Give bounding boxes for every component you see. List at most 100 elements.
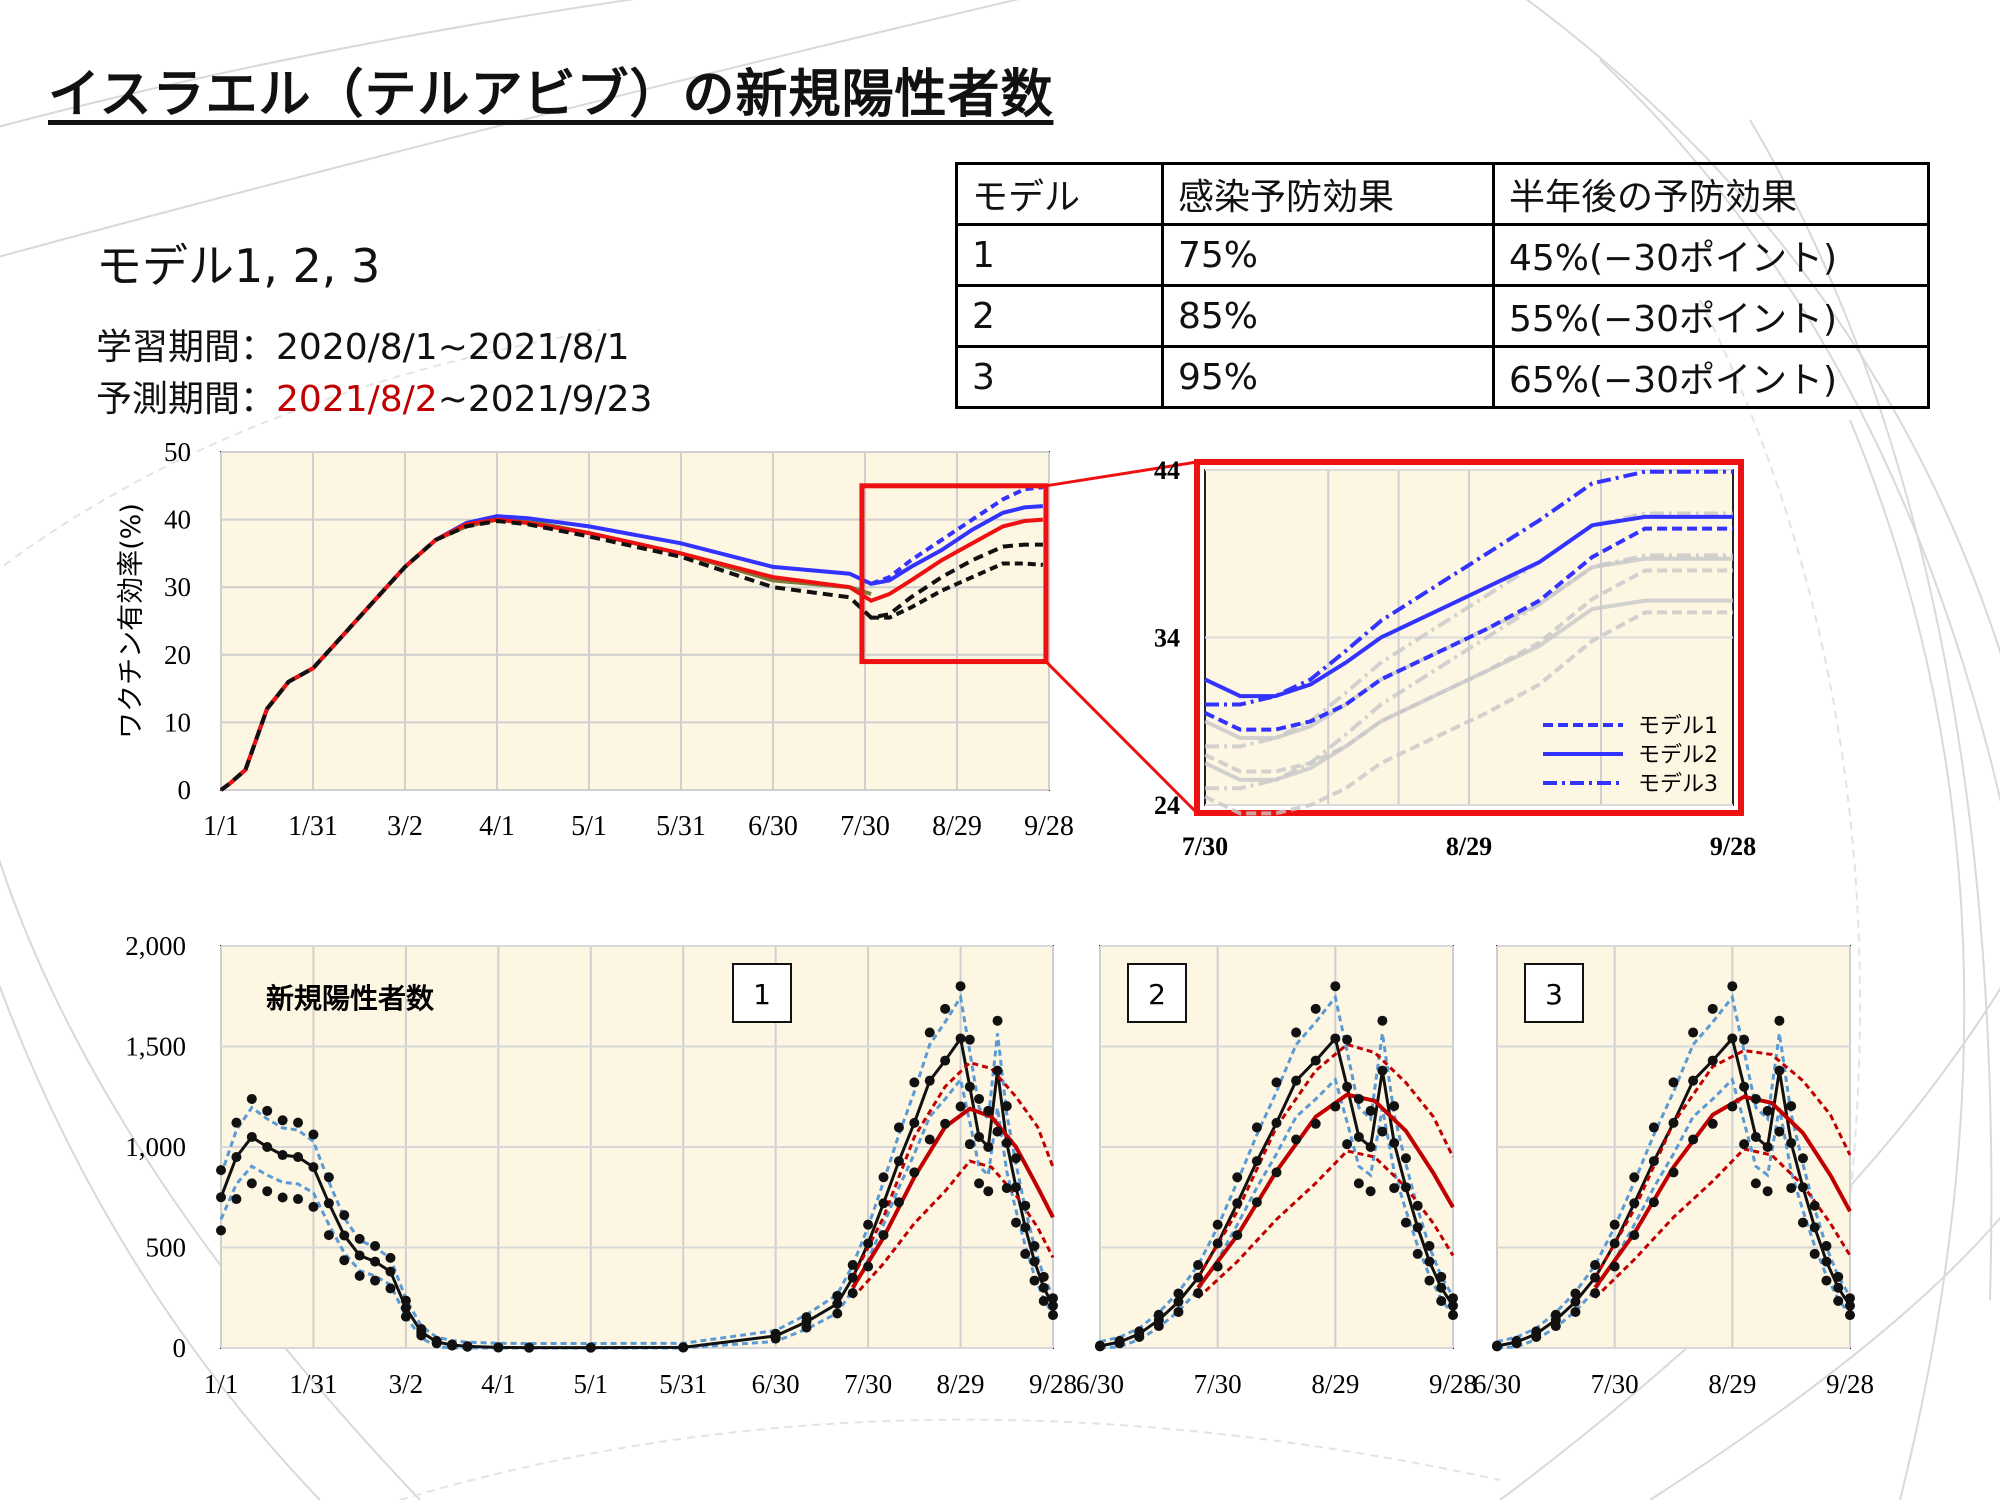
data-point bbox=[1570, 1288, 1581, 1299]
data-point bbox=[1173, 1296, 1184, 1307]
data-point bbox=[1153, 1321, 1164, 1332]
data-point bbox=[1365, 1105, 1376, 1116]
data-point bbox=[1786, 1101, 1797, 1112]
panel-label-box bbox=[1524, 963, 1584, 1023]
y-tick-label: 50 bbox=[164, 437, 191, 467]
table-row: 1 75% 45%(−30ポイント) bbox=[955, 223, 1930, 287]
data-point bbox=[1809, 1222, 1820, 1233]
data-point bbox=[339, 1210, 350, 1221]
data-point bbox=[1212, 1219, 1223, 1230]
data-point bbox=[801, 1322, 812, 1333]
data-point bbox=[370, 1275, 381, 1286]
data-point bbox=[1727, 1101, 1738, 1112]
data-point bbox=[354, 1233, 365, 1244]
table-cell: 1 bbox=[955, 223, 1164, 287]
data-point bbox=[1271, 1077, 1282, 1088]
y-tick-label: 40 bbox=[164, 505, 191, 535]
data-point bbox=[416, 1330, 427, 1341]
data-point bbox=[1310, 1118, 1321, 1129]
y-tick-label: 10 bbox=[164, 707, 191, 737]
panel-label: 1 bbox=[753, 978, 771, 1011]
y-tick-label: 24 bbox=[1154, 791, 1180, 820]
data-point bbox=[1291, 1027, 1302, 1038]
data-point bbox=[1377, 1126, 1388, 1137]
data-point bbox=[1845, 1310, 1855, 1321]
data-point bbox=[983, 1142, 994, 1152]
data-point bbox=[1750, 1178, 1761, 1189]
data-point bbox=[1271, 1117, 1282, 1128]
y-tick-label: 20 bbox=[164, 640, 191, 670]
data-point bbox=[1212, 1238, 1223, 1249]
x-tick-label: 5/1 bbox=[571, 811, 607, 842]
x-tick-label: 5/31 bbox=[659, 1369, 707, 1399]
faded-series-line bbox=[1205, 511, 1733, 749]
data-point bbox=[1436, 1271, 1447, 1282]
data-point bbox=[1774, 1126, 1785, 1137]
data-point bbox=[1029, 1241, 1040, 1252]
data-point bbox=[924, 1075, 935, 1086]
data-point bbox=[293, 1152, 304, 1163]
data-point bbox=[847, 1288, 858, 1299]
zoom-series-line bbox=[1205, 469, 1733, 707]
page-title: イスラエル（テルアビブ）の新規陽性者数 bbox=[48, 65, 1054, 125]
panel-label: 3 bbox=[1545, 978, 1563, 1011]
table-header-cell: 感染予防効果 bbox=[1161, 162, 1495, 226]
data-point bbox=[385, 1266, 396, 1277]
zoom-series-line bbox=[1204, 526, 1733, 732]
zoom-frame bbox=[1194, 459, 1744, 816]
data-point bbox=[878, 1230, 889, 1241]
x-tick-label: 3/2 bbox=[389, 1369, 424, 1399]
table-cell: 45%(−30ポイント) bbox=[1492, 223, 1930, 287]
x-tick-label: 7/30 bbox=[1194, 1369, 1242, 1399]
data-point bbox=[1173, 1288, 1184, 1299]
data-point bbox=[863, 1261, 874, 1272]
data-point bbox=[1786, 1137, 1797, 1148]
data-point bbox=[1400, 1182, 1411, 1193]
legend-label: モデル2 bbox=[1638, 743, 1718, 768]
y-tick-label: 44 bbox=[1154, 456, 1180, 485]
data-point bbox=[832, 1298, 843, 1309]
data-point bbox=[893, 1156, 904, 1167]
data-point bbox=[262, 1105, 273, 1116]
data-point bbox=[1193, 1288, 1204, 1299]
data-point bbox=[955, 1101, 966, 1112]
y-tick-label: 500 bbox=[146, 1233, 187, 1263]
data-point bbox=[1038, 1282, 1049, 1293]
data-point bbox=[893, 1197, 904, 1208]
faded-series-line bbox=[1205, 553, 1733, 791]
data-point bbox=[246, 1093, 257, 1104]
data-point bbox=[308, 1162, 319, 1173]
training-period: 学習期間：2020/8/1~2021/8/1 bbox=[96, 318, 630, 370]
data-point bbox=[1377, 1015, 1388, 1026]
y-tick-label: 30 bbox=[164, 572, 191, 602]
data-point bbox=[974, 1093, 985, 1104]
data-point bbox=[1668, 1077, 1679, 1088]
table-cell: 3 bbox=[955, 345, 1164, 409]
y-tick-label: 0 bbox=[173, 1333, 187, 1363]
data-point bbox=[385, 1252, 396, 1263]
data-point bbox=[964, 1139, 975, 1150]
table-cell: 65%(−30ポイント) bbox=[1492, 345, 1930, 409]
data-point bbox=[293, 1117, 304, 1128]
x-tick-label: 7/30 bbox=[844, 1369, 892, 1399]
data-point bbox=[231, 1194, 242, 1205]
data-point bbox=[1342, 1034, 1353, 1045]
data-point bbox=[1436, 1282, 1447, 1293]
data-point bbox=[1833, 1282, 1844, 1293]
data-point bbox=[1762, 1186, 1773, 1197]
data-point bbox=[1291, 1134, 1302, 1145]
data-point bbox=[1590, 1288, 1601, 1299]
forecast-period: 予測期間：2021/8/2~2021/9/23 bbox=[96, 370, 652, 422]
series-line-モデル3 bbox=[871, 561, 1044, 620]
data-point bbox=[983, 1186, 994, 1197]
table-row: 3 95% 65%(−30ポイント) bbox=[955, 345, 1930, 409]
data-point bbox=[323, 1172, 334, 1183]
data-point bbox=[385, 1283, 396, 1294]
data-point bbox=[1688, 1075, 1699, 1086]
forecast-upper bbox=[1593, 1048, 1852, 1279]
data-point bbox=[462, 1341, 473, 1352]
data-point bbox=[1365, 1142, 1376, 1152]
data-point bbox=[431, 1338, 442, 1349]
x-tick-label: 8/29 bbox=[932, 811, 982, 842]
data-point bbox=[1400, 1217, 1411, 1228]
